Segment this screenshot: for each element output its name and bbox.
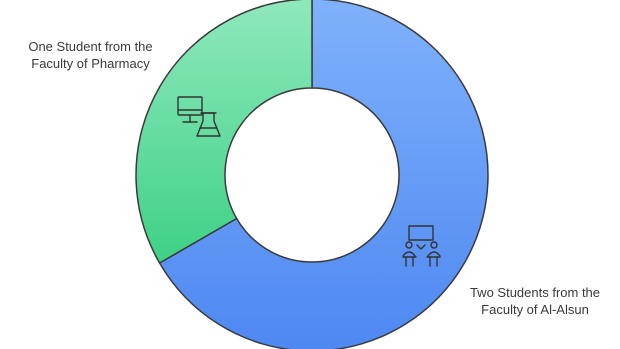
computer-flask-icon	[177, 96, 221, 137]
slice-label-al-alsun-line-1: Two Students from the	[469, 285, 601, 300]
slice-label-al-alsun-line-2: Faculty of Al-Alsun	[481, 302, 589, 317]
students-presentation-icon	[402, 225, 441, 267]
slice-label-pharmacy: One Student from the Faculty of Pharmacy	[8, 38, 173, 72]
slice-label-al-alsun: Two Students from the Faculty of Al-Alsu…	[455, 284, 615, 318]
slice-label-pharmacy-line-2: Faculty of Pharmacy	[31, 56, 150, 71]
slice-pharmacy	[135, 0, 313, 265]
slice-label-pharmacy-line-1: One Student from the	[28, 39, 153, 54]
